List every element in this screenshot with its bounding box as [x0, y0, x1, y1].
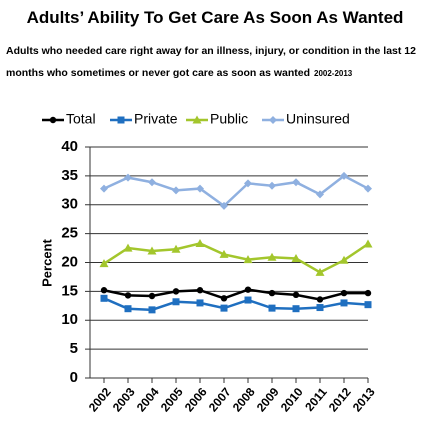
y-tick-label: 15: [61, 282, 78, 299]
marker: [124, 305, 132, 313]
marker: [244, 296, 252, 304]
y-tick-label: 25: [61, 225, 78, 242]
x-tick-label: 2004: [134, 385, 162, 415]
y-axis-label: Percent: [39, 238, 54, 286]
y-tick-label: 0: [70, 369, 78, 386]
marker: [292, 178, 300, 187]
x-tick-label: 2003: [110, 385, 138, 415]
marker: [316, 296, 324, 303]
legend-label: Total: [66, 111, 96, 127]
marker: [172, 298, 180, 306]
marker: [100, 294, 108, 302]
x-tick-label: 2011: [302, 385, 330, 414]
marker: [364, 289, 372, 297]
marker: [268, 181, 276, 190]
y-tick-label: 40: [61, 138, 78, 155]
marker: [196, 184, 204, 193]
legend-label: Private: [134, 111, 178, 127]
marker: [292, 305, 300, 313]
marker: [244, 286, 252, 293]
marker: [99, 259, 109, 268]
marker: [172, 288, 180, 295]
marker: [220, 295, 228, 302]
marker: [339, 255, 349, 264]
marker: [196, 299, 204, 307]
marker: [316, 304, 324, 312]
marker: [148, 178, 156, 187]
x-tick-label: 2005: [158, 385, 186, 415]
marker: [117, 116, 125, 124]
marker: [49, 116, 57, 124]
marker: [172, 186, 180, 195]
x-tick-label: 2009: [254, 385, 282, 415]
marker: [123, 243, 133, 252]
marker: [148, 306, 156, 314]
marker: [363, 239, 373, 248]
x-tick-label: 2013: [350, 385, 378, 415]
y-tick-label: 20: [61, 253, 78, 270]
marker: [315, 267, 325, 276]
y-tick-label: 5: [70, 340, 78, 357]
marker: [100, 184, 108, 193]
series-line: [103, 174, 369, 208]
marker: [340, 171, 348, 180]
marker: [316, 190, 324, 199]
marker: [219, 249, 229, 258]
marker: [124, 292, 132, 299]
marker: [292, 291, 300, 299]
x-tick-label: 2012: [326, 385, 354, 415]
y-tick-label: 35: [61, 167, 78, 184]
subtitle: Adults who needed care right away for an…: [6, 45, 416, 79]
x-tick-label: 2010: [278, 385, 306, 415]
legend-label: Uninsured: [286, 111, 350, 127]
y-tick-label: 10: [61, 311, 78, 328]
marker: [244, 179, 252, 188]
series-line: [103, 242, 369, 274]
marker: [340, 289, 348, 297]
marker: [124, 173, 132, 182]
marker: [268, 304, 276, 312]
marker: [243, 255, 253, 264]
marker: [100, 287, 108, 294]
subtitle-block: Adults who needed care right away for an…: [6, 40, 421, 85]
marker: [291, 253, 301, 262]
x-tick-label: 2006: [182, 385, 210, 415]
marker: [147, 246, 157, 255]
marker: [195, 238, 205, 247]
marker: [220, 201, 228, 210]
series-line: [103, 297, 369, 312]
marker: [148, 292, 156, 300]
x-tick-label: 2007: [206, 385, 234, 415]
x-tick-label: 2008: [230, 385, 258, 415]
legend-label: Public: [210, 111, 248, 127]
marker: [171, 244, 181, 253]
marker: [268, 289, 276, 297]
marker: [196, 287, 204, 294]
chart-title: Adults’ Ability To Get Care As Soon As W…: [26, 8, 404, 27]
marker: [220, 304, 228, 312]
series-line: [103, 288, 368, 301]
marker: [192, 115, 202, 124]
y-tick-label: 30: [61, 196, 78, 213]
marker: [267, 252, 277, 261]
marker: [340, 299, 348, 307]
marker: [269, 116, 277, 124]
x-tick-label: 2002: [86, 385, 114, 415]
annotation: 2002-2013: [314, 69, 353, 78]
marker: [364, 184, 372, 193]
marker: [364, 301, 372, 309]
